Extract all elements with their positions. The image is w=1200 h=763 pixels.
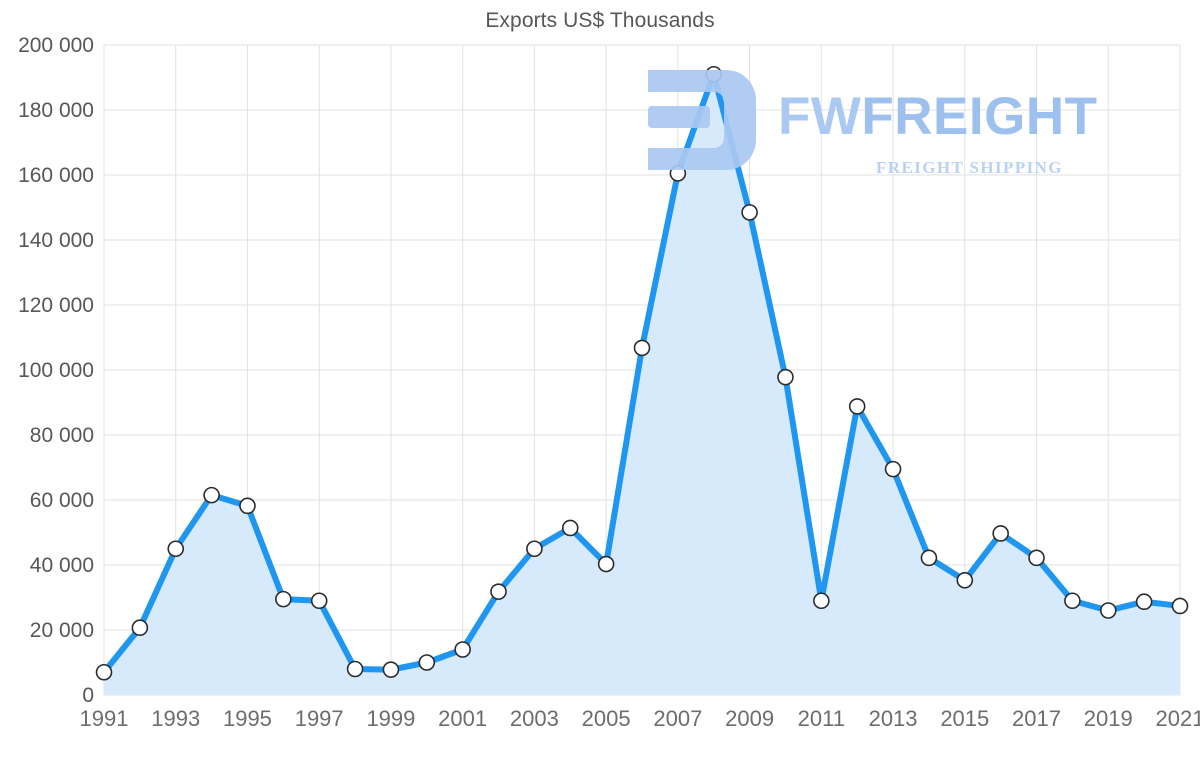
data-point-marker[interactable] (131, 619, 149, 637)
x-axis-tick-label: 1993 (151, 706, 201, 731)
x-axis-tick-label: 2013 (868, 706, 918, 731)
x-axis-tick-label: 1997 (294, 706, 344, 731)
y-axis-tick-label: 120 000 (18, 294, 94, 317)
data-point-marker[interactable] (597, 555, 615, 573)
plot-svg (95, 44, 1189, 696)
x-axis-tick-label: 2009 (725, 706, 775, 731)
data-point-marker[interactable] (884, 460, 902, 478)
y-axis: 0 20 000 40 000 60 000 80 000 100 000 120 000 1… (0, 0, 94, 763)
x-axis-tick-label: 1991 (79, 706, 129, 731)
y-axis-tick-label: 160 000 (18, 164, 94, 187)
data-point-marker[interactable] (920, 549, 938, 567)
y-axis-tick-label: 60 000 (29, 489, 94, 512)
data-point-marker[interactable] (1064, 592, 1081, 610)
data-point-marker[interactable] (705, 65, 723, 83)
data-point-marker[interactable] (669, 165, 687, 182)
y-axis-tick-label: 180 000 (18, 99, 94, 122)
y-axis-tick-label: 40 000 (29, 554, 94, 577)
data-point-marker[interactable] (1099, 602, 1117, 619)
data-point-marker[interactable] (956, 571, 974, 589)
data-point-marker[interactable] (239, 497, 256, 515)
data-point-marker[interactable] (813, 592, 830, 610)
x-axis-tick-label: 2005 (581, 706, 631, 731)
data-point-marker[interactable] (526, 540, 543, 558)
data-point-marker[interactable] (275, 590, 292, 608)
data-point-marker[interactable] (454, 641, 471, 658)
y-axis-tick-label: 0 (82, 684, 94, 707)
x-axis-tick-label: 2001 (438, 706, 488, 731)
x-axis-tick-label: 2011 (797, 706, 845, 731)
y-axis-tick-label: 20 000 (29, 619, 94, 642)
data-point-marker[interactable] (418, 654, 436, 671)
y-axis-tick-label: 80 000 (29, 424, 94, 447)
data-point-marker[interactable] (203, 486, 220, 504)
data-point-marker[interactable] (490, 583, 507, 600)
data-point-marker[interactable] (1135, 593, 1153, 611)
x-axis-tick-label: 2003 (509, 706, 559, 731)
x-axis: 1991 1993 1995 1997 1999 2001 2003 2005 2007 2009… (0, 707, 1200, 743)
data-point-marker[interactable] (777, 368, 794, 386)
data-point-marker[interactable] (848, 398, 866, 415)
data-point-marker[interactable] (1171, 597, 1189, 615)
data-point-marker[interactable] (633, 339, 651, 357)
x-axis-tick-label: 2017 (1012, 706, 1062, 731)
data-point-marker[interactable] (992, 525, 1009, 542)
data-point-marker[interactable] (95, 663, 113, 681)
area-fill (104, 74, 1180, 695)
y-axis-tick-label: 140 000 (18, 229, 94, 252)
data-point-marker[interactable] (561, 519, 579, 537)
data-point-marker[interactable] (382, 661, 400, 678)
x-axis-tick-label: 1995 (222, 706, 272, 731)
x-axis-tick-label: 1999 (366, 706, 416, 731)
x-axis-tick-label: 2015 (940, 706, 990, 731)
data-point-marker[interactable] (310, 592, 328, 610)
data-point-marker[interactable] (346, 660, 364, 678)
data-point-marker[interactable] (167, 540, 185, 558)
data-point-marker[interactable] (741, 204, 758, 221)
x-axis-tick-label: 2007 (653, 706, 703, 731)
x-axis-tick-label: 2019 (1083, 706, 1133, 731)
plot-area (95, 44, 1189, 696)
y-axis-tick-label: 200 000 (18, 34, 94, 57)
page-title: Exports US$ Thousands (485, 9, 715, 32)
y-axis-tick-label: 100 000 (18, 359, 94, 382)
data-point-marker[interactable] (1028, 549, 1045, 567)
x-axis-tick-label: 2021 (1155, 706, 1200, 731)
